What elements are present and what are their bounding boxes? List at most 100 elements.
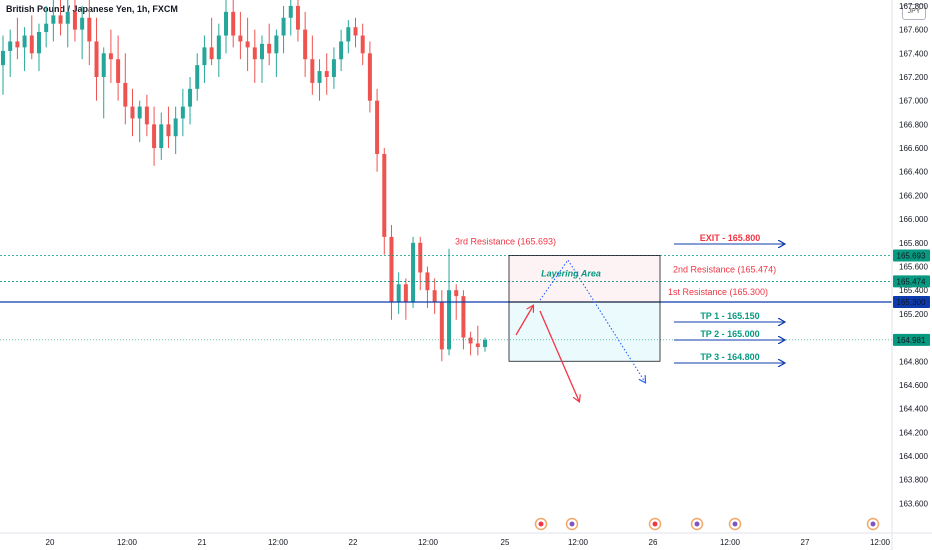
candle	[1, 35, 5, 95]
candle	[295, 0, 300, 42]
candle-body	[188, 88, 193, 107]
y-tick-label: 167.800	[899, 2, 928, 11]
currency-badge[interactable]: JPY	[902, 4, 926, 20]
chart-title: British Pound / Japanese Yen, 1h, FXCM	[6, 4, 178, 14]
candle-body	[346, 27, 351, 42]
y-tick-label: 165.200	[899, 310, 928, 319]
event-marker	[690, 517, 704, 531]
candle	[36, 23, 41, 72]
y-tick-label: 167.200	[899, 73, 928, 82]
layering-zone-upper	[508, 255, 661, 303]
y-tick-label: 163.600	[899, 499, 928, 508]
x-tick-label: 12:00	[720, 538, 741, 547]
candle	[411, 236, 416, 308]
resistance-3-label: 3rd Resistance (165.693)	[455, 236, 556, 246]
candle-body	[382, 153, 387, 237]
candle-body	[166, 124, 171, 137]
x-tick-label: 12:00	[870, 538, 891, 547]
events	[534, 517, 880, 531]
candle-body	[295, 5, 300, 30]
candle-body	[331, 59, 336, 77]
candle	[418, 236, 423, 291]
candle	[216, 23, 221, 77]
y-tick-label: 167.400	[899, 49, 928, 58]
y-tick-label: 164.800	[899, 357, 928, 366]
x-tick-label: 12:00	[268, 538, 289, 547]
candle-body	[116, 59, 121, 83]
event-marker	[728, 517, 742, 531]
candle	[439, 290, 444, 362]
y-tick-label: 166.200	[899, 191, 928, 200]
candle-body	[281, 17, 286, 36]
candle-body	[8, 41, 13, 51]
price-tag-label: 165.693	[897, 251, 926, 260]
candle-body	[36, 31, 41, 54]
x-tick-label: 12:00	[418, 538, 439, 547]
candle	[195, 53, 200, 101]
candle-body	[303, 29, 308, 60]
price-tag-box	[893, 275, 930, 288]
candle-body	[454, 290, 459, 297]
candle-body	[360, 35, 365, 54]
candle-body	[483, 339, 487, 348]
candle	[310, 35, 315, 95]
candle-body	[461, 296, 466, 338]
price-tag-box	[893, 333, 930, 346]
candle	[324, 53, 329, 95]
candle-body	[44, 23, 49, 32]
candle-body	[101, 53, 106, 77]
candle-body	[267, 43, 272, 54]
candle	[94, 17, 99, 101]
candle	[108, 29, 113, 83]
candle	[238, 11, 243, 60]
candle-body	[195, 65, 200, 89]
candle-body	[224, 11, 229, 36]
candle	[15, 17, 20, 60]
x-tick-label: 12:00	[568, 538, 589, 547]
candle-body	[22, 35, 27, 48]
candle	[87, 0, 92, 66]
candle-body	[87, 17, 92, 42]
candle	[152, 106, 157, 166]
candle	[432, 278, 437, 314]
candle	[339, 29, 344, 72]
event-icon-dot	[870, 521, 876, 527]
event-icon-dot	[652, 521, 658, 527]
candle-body	[238, 35, 243, 42]
candle	[245, 17, 250, 72]
candle-body	[418, 242, 423, 273]
candle	[44, 5, 49, 48]
candle	[281, 5, 286, 54]
candle	[288, 0, 293, 36]
red-arrow-down	[539, 310, 579, 401]
candle	[116, 35, 121, 101]
candle-body	[245, 41, 250, 48]
candle	[317, 59, 322, 101]
candle	[51, 0, 56, 42]
candle	[267, 23, 272, 66]
candle	[101, 47, 106, 119]
candle	[123, 53, 128, 125]
candle-body	[202, 47, 207, 66]
x-tick-label: 22	[349, 538, 358, 547]
event-marker	[648, 517, 662, 531]
candle	[483, 337, 487, 352]
candle-body	[152, 124, 157, 149]
candle	[180, 88, 185, 137]
candle	[303, 11, 308, 77]
candle	[425, 266, 430, 308]
candle-body	[259, 43, 264, 60]
candle	[209, 17, 214, 66]
candle	[202, 35, 207, 83]
candle-body	[252, 47, 257, 60]
candle	[346, 20, 351, 54]
candle-body	[80, 17, 85, 30]
y-tick-label: 166.800	[899, 120, 928, 129]
y-tick-label: 164.000	[899, 452, 928, 461]
candle	[382, 148, 387, 255]
candle-body	[310, 59, 315, 83]
x-tick-label: 25	[501, 538, 510, 547]
resistance-1-label: 1st Resistance (165.300)	[668, 287, 768, 297]
candle	[188, 76, 193, 125]
